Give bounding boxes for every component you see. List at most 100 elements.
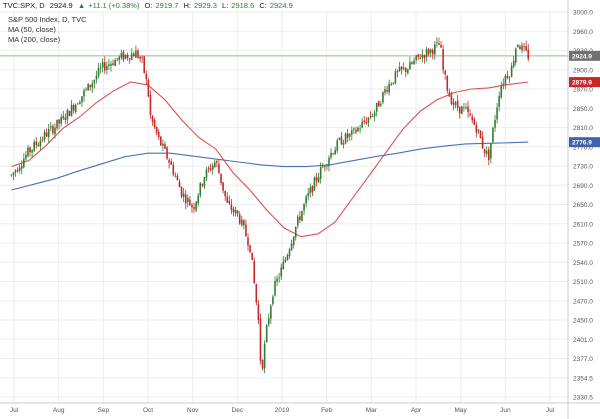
candle-body — [328, 157, 330, 167]
candle — [27, 144, 29, 158]
candle-body — [14, 170, 17, 173]
candle-body — [297, 216, 299, 226]
candle — [377, 100, 380, 107]
candle-body — [431, 49, 434, 55]
candle — [423, 54, 426, 64]
candle-body — [523, 46, 525, 48]
candle-body — [89, 84, 92, 88]
candle — [348, 133, 351, 142]
candle-body — [41, 139, 44, 140]
candle-body — [409, 62, 411, 70]
legend-ma200[interactable]: MA (200, close) — [8, 35, 61, 44]
open-label: O: — [144, 1, 153, 10]
candle-body — [463, 107, 465, 109]
candle — [25, 151, 27, 161]
candle — [467, 101, 469, 118]
candle — [257, 300, 260, 325]
candle-body — [116, 58, 119, 60]
candle — [384, 85, 386, 96]
ma200-path — [11, 141, 529, 191]
y-tick-label: 2730.0 — [573, 164, 593, 171]
candle-body — [500, 86, 503, 98]
candle — [91, 80, 94, 93]
candle-body — [203, 177, 206, 187]
candle-body — [496, 107, 498, 120]
symbol-label[interactable]: TVC:SPX, D — [3, 1, 45, 10]
candle — [162, 139, 164, 152]
candle-body — [398, 67, 401, 72]
candle — [50, 121, 52, 132]
candle-body — [126, 54, 129, 58]
candle-body — [114, 60, 116, 67]
candle-body — [317, 177, 320, 183]
candle-body — [58, 119, 60, 124]
candle-body — [220, 173, 222, 184]
candle-body — [417, 54, 420, 57]
candle — [276, 275, 278, 287]
y-tick-label: 2510.0 — [573, 279, 593, 286]
legend-title[interactable]: S&P 500 Index, D, TVC — [8, 15, 87, 24]
candle-body — [303, 203, 305, 211]
candle-body — [249, 245, 251, 253]
candle — [359, 124, 361, 134]
candle-body — [101, 62, 104, 68]
candle — [267, 313, 270, 327]
time-axis[interactable]: Jul Aug Sep Oct Nov Dec 2019 Feb Mar Apr May Jun Jul — [0, 402, 600, 414]
candle-body — [259, 318, 262, 361]
candle — [147, 77, 150, 98]
candle-body — [218, 164, 220, 174]
candle-body — [261, 359, 264, 369]
candle-body — [66, 109, 69, 120]
candle — [481, 131, 484, 150]
candle — [510, 62, 513, 78]
candle-body — [157, 132, 160, 138]
last-price: 2924.9 — [49, 1, 73, 10]
candle — [240, 215, 243, 227]
y-tick-label: 2610.0 — [573, 221, 593, 228]
candle — [93, 79, 96, 89]
candle — [390, 81, 393, 87]
candle-body — [222, 182, 224, 191]
candle — [135, 45, 137, 58]
candle — [452, 98, 455, 111]
candle-body — [83, 90, 85, 97]
candle-body — [305, 196, 307, 204]
candle — [236, 210, 239, 217]
candle-body — [238, 214, 241, 224]
candle — [344, 132, 347, 145]
close-label: C: — [259, 1, 267, 10]
legend-ma50[interactable]: MA (50, close) — [8, 25, 56, 34]
candlestick-series — [10, 37, 530, 374]
candle-body — [205, 169, 208, 179]
candle — [211, 162, 214, 175]
candle-body — [502, 83, 505, 85]
candle — [16, 167, 19, 173]
candle — [170, 158, 172, 165]
candle-body — [309, 187, 312, 194]
candle-body — [359, 128, 361, 130]
candle — [20, 160, 23, 175]
candle-body — [402, 67, 405, 69]
candle — [342, 139, 345, 149]
candle — [197, 192, 199, 207]
candle — [174, 172, 177, 178]
price-axis[interactable]: 3000.02960.02930.02900.02870.02850.02810… — [567, 0, 593, 419]
y-tick-label: 2354.5 — [573, 375, 593, 382]
chart-header: TVC:SPX, D 2924.9 ▲ +11.1 (+0.38%) O: 2919… — [3, 1, 296, 10]
candle — [309, 183, 312, 198]
candle — [492, 126, 494, 144]
y-tick-label: 2900.0 — [573, 67, 593, 74]
candle-body — [429, 49, 432, 54]
candle-body — [434, 44, 436, 55]
candle-body — [199, 182, 202, 196]
candle-body — [324, 165, 326, 167]
candle-body — [263, 343, 266, 369]
candle-body — [392, 82, 395, 84]
candle — [508, 76, 511, 83]
candle-body — [25, 154, 27, 160]
candle-body — [224, 190, 226, 197]
candle-body — [193, 207, 195, 209]
high-value: 2929.3 — [193, 1, 217, 10]
x-tick-label: 2019 — [275, 407, 290, 414]
